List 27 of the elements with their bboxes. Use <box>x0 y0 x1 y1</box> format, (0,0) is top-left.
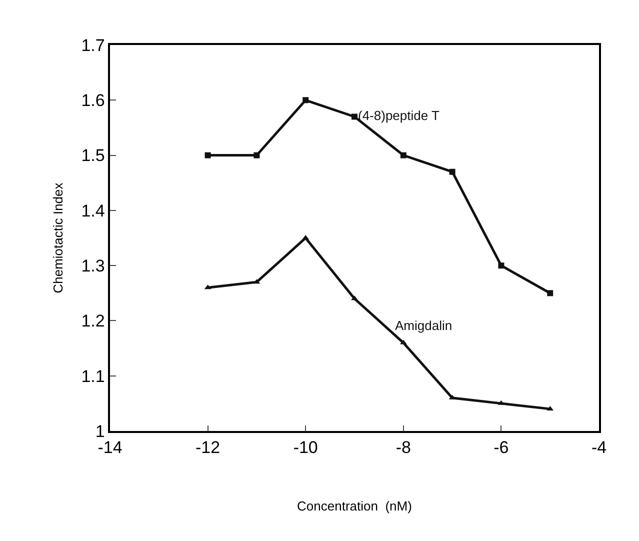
series-label: Amigdalin <box>395 318 452 333</box>
point <box>498 262 504 269</box>
point <box>254 152 260 158</box>
x-tick-label: -6 <box>494 438 509 458</box>
x-tick-label: -14 <box>98 438 122 458</box>
x-tick-label: -12 <box>196 438 220 458</box>
y-tick-label: 1 <box>95 422 105 441</box>
series-label: (4-8)peptide T <box>358 108 440 123</box>
point <box>352 114 358 120</box>
x-axis-title: Concentration (nM) <box>297 498 412 514</box>
point <box>302 97 309 104</box>
point <box>351 296 358 300</box>
x-tick-label: -4 <box>591 438 607 458</box>
x-tick-label: -8 <box>396 438 411 458</box>
point <box>400 152 406 158</box>
y-tick-label: 1.3 <box>81 256 105 276</box>
point <box>449 168 456 175</box>
point <box>204 152 211 158</box>
y-tick-label: 1.2 <box>81 312 105 331</box>
y-tick-label: 1.4 <box>81 201 105 220</box>
y-tick-label: 1.1 <box>81 366 105 386</box>
y-tick-label: 1.7 <box>81 36 105 55</box>
y-axis-title: Chemiotactic Index <box>50 182 66 294</box>
x-tick-label: -10 <box>293 438 318 458</box>
y-tick-label: 1.6 <box>81 91 105 110</box>
point <box>547 290 554 296</box>
y-tick-label: 1.5 <box>81 146 105 166</box>
